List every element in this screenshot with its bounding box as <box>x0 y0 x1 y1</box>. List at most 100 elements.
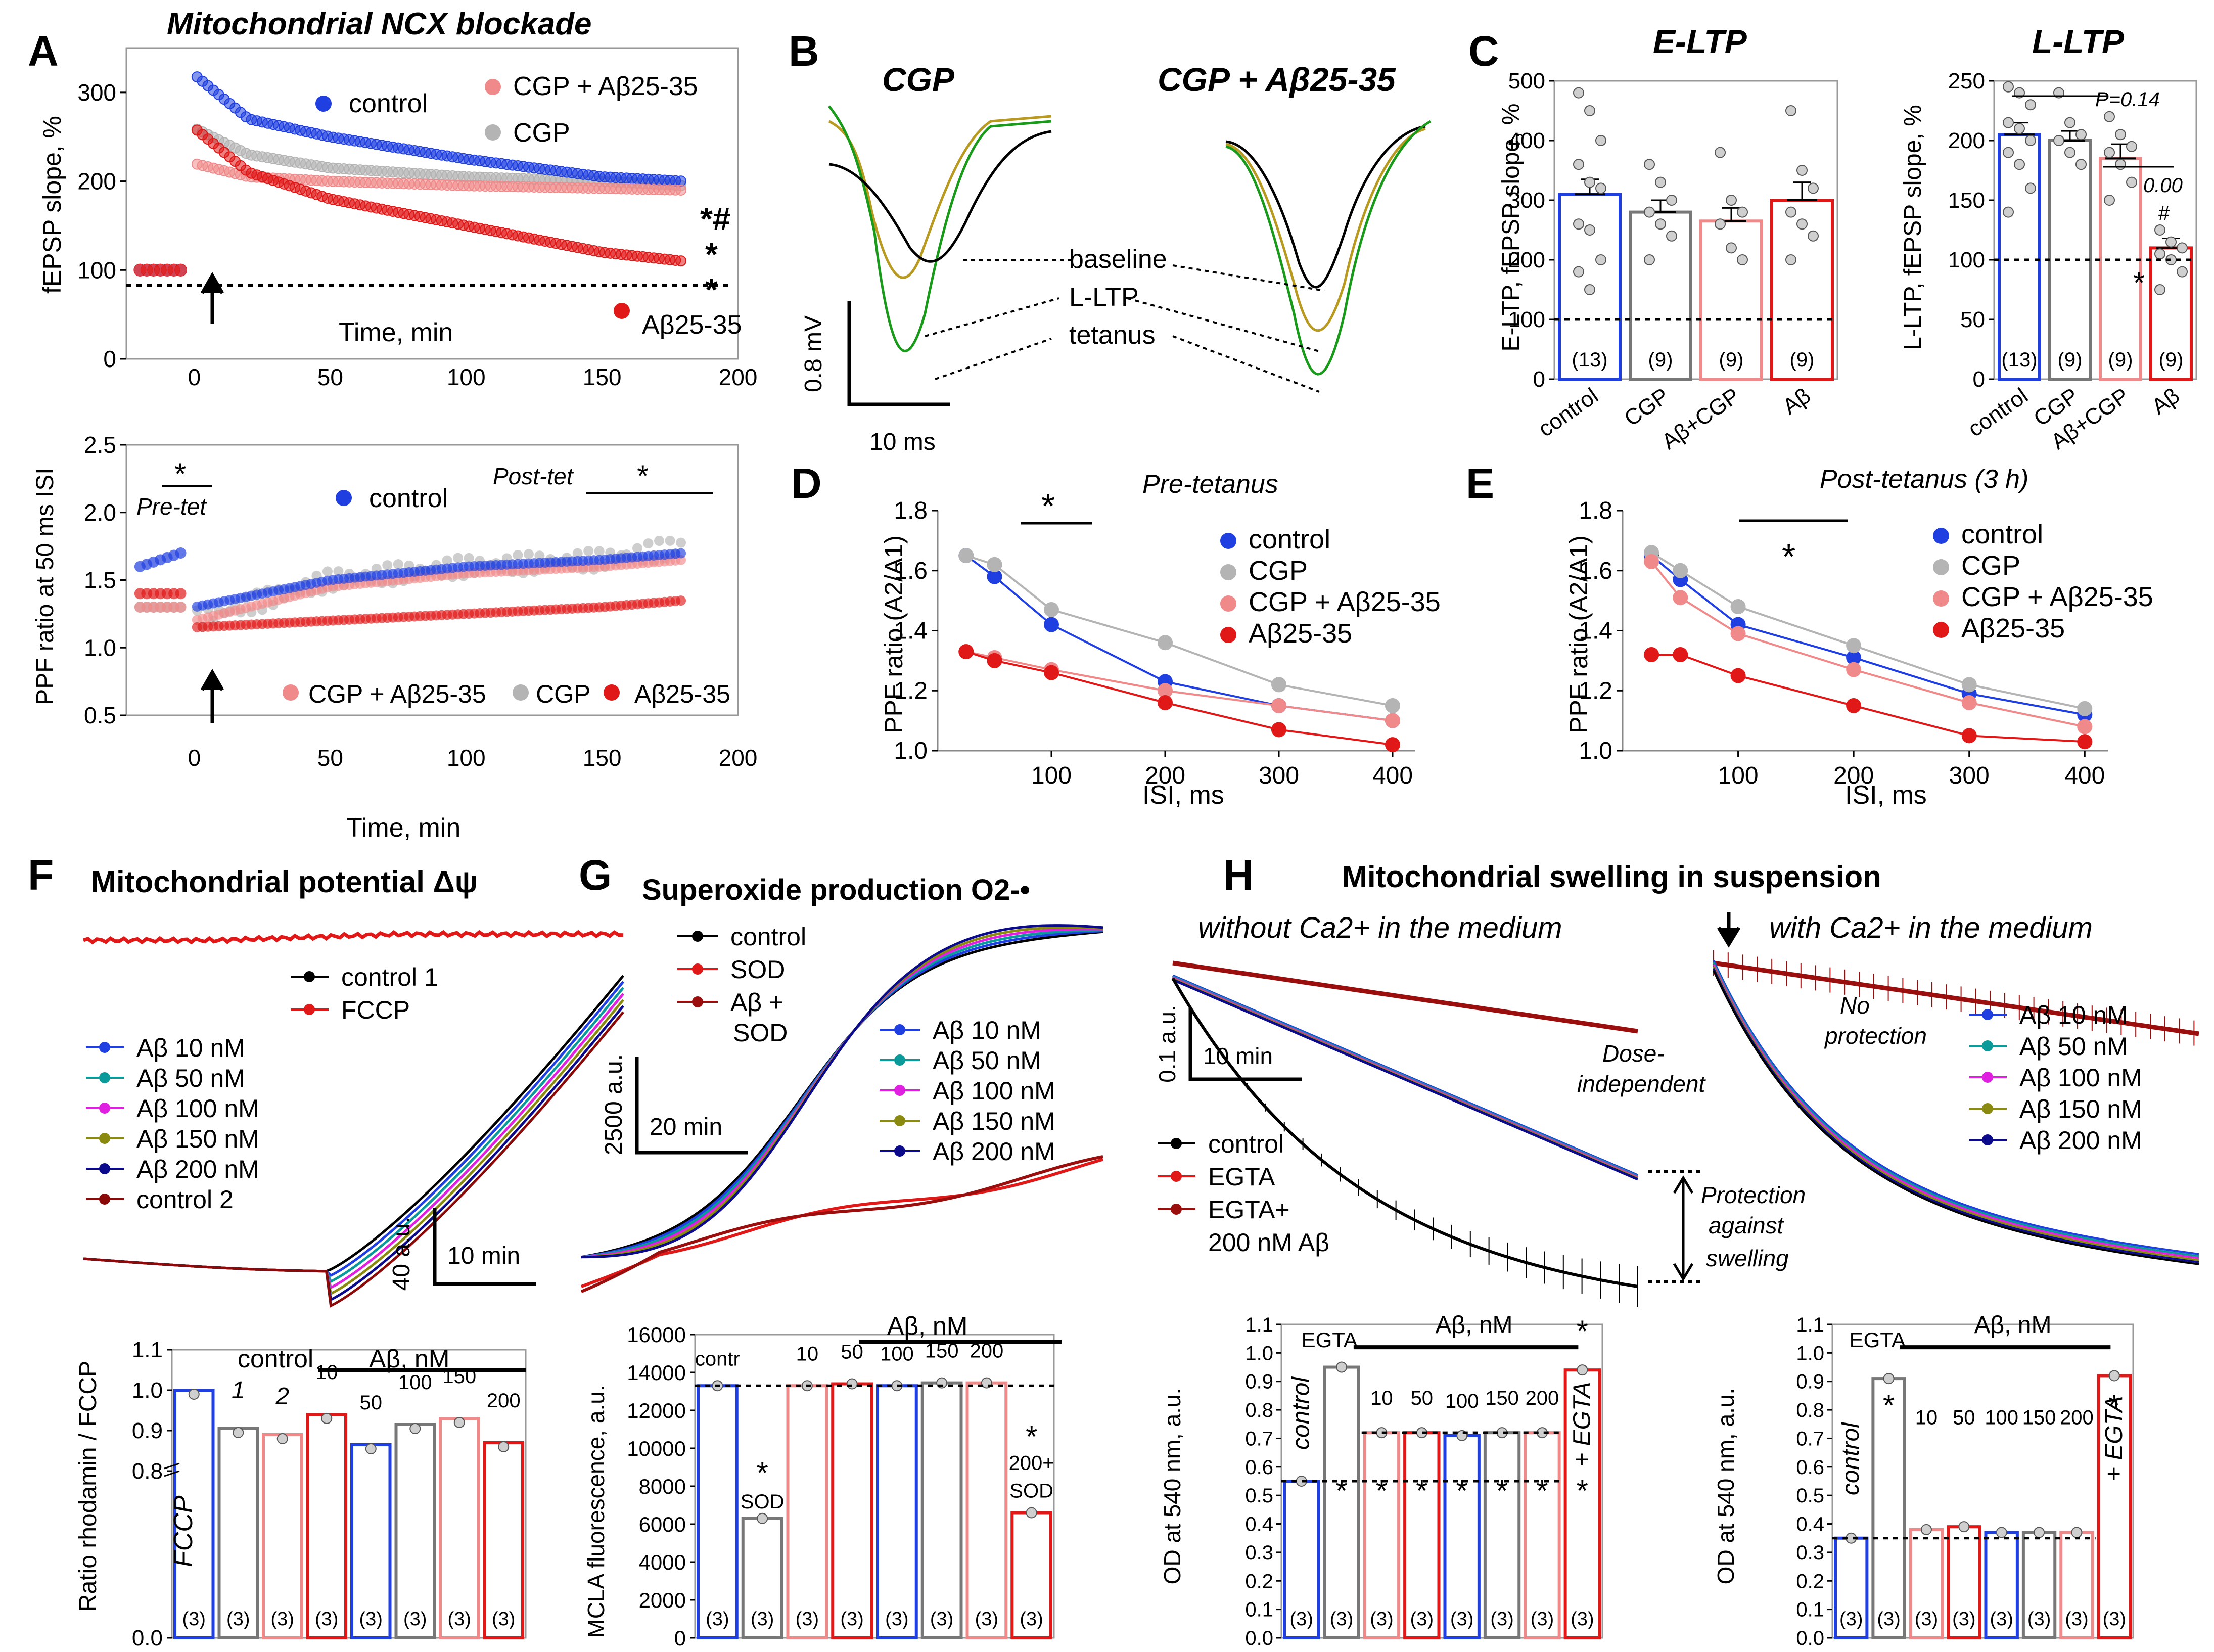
c-point <box>2064 117 2075 128</box>
c-category-label: control <box>1534 383 1602 442</box>
c-point <box>1785 254 1796 265</box>
h-bar <box>1947 1525 1981 1640</box>
g-bar-ytick-label: 6000 <box>639 1512 686 1536</box>
a-top-legend-cgpab: CGP + Aβ25-35 <box>513 72 698 101</box>
f-legend-marker <box>99 1072 110 1083</box>
f-bar-n: (3) <box>492 1609 515 1630</box>
g-trace <box>581 924 1103 1259</box>
b-tetanus-dash-right <box>1172 335 1320 393</box>
xtick-label: 400 <box>2064 762 2105 789</box>
f-scale-bar <box>433 1208 536 1286</box>
b-scale-bar <box>847 301 950 406</box>
a-bot-point <box>322 566 333 577</box>
c-point <box>1573 87 1584 99</box>
h-title: Mitochondrial swelling in suspension <box>1342 860 1881 894</box>
a-bot-xtick-label: 50 <box>317 745 343 771</box>
g-legend-label: SOD <box>730 955 785 984</box>
c-category-label: Aβ <box>2147 383 2184 419</box>
h-bar-label: 10 <box>1370 1387 1393 1409</box>
h-bar-point <box>2071 1527 2083 1538</box>
h-bar-star: * <box>1456 1474 1468 1507</box>
f-legend-label: Aβ 10 nM <box>136 1034 245 1062</box>
h-bar-chart-left: 0.0 0.1 0.2 0.3 0.4 0.5 0.6 0.7 0.8 0.9 1.0 1.1 (3) (… <box>1245 1312 1603 1649</box>
b-baseline-dash-right <box>1172 264 1325 292</box>
h-bar <box>1871 1377 1906 1639</box>
a-top-legend-control-marker <box>315 96 332 112</box>
g-legend-marker <box>692 931 703 942</box>
g-bar-ytick-label: 0 <box>674 1626 686 1650</box>
f-legend-marker <box>99 1042 110 1053</box>
h-bar-ytick-label: 0.3 <box>1245 1542 1273 1564</box>
g-bar-ytick-label: 2000 <box>639 1588 686 1612</box>
c-point <box>1715 218 1726 230</box>
h-left-ab-trace <box>1172 978 1638 1181</box>
series-point <box>1044 602 1059 617</box>
f-bar-ytick-label: 0.0 <box>132 1626 163 1650</box>
c-ytick-label: 100 <box>1508 307 1545 332</box>
a-top-point <box>174 263 188 277</box>
a-top-xtick-label: 100 <box>447 364 486 390</box>
c-point <box>1726 242 1737 254</box>
c-point <box>2104 147 2115 158</box>
h-bar-n: (3) <box>1952 1609 1975 1630</box>
h-dose-2: independent <box>1577 1071 1706 1097</box>
f-bar-point <box>365 1443 377 1454</box>
c-hash: # <box>2158 202 2170 224</box>
ytick-label: 1.4 <box>1579 618 1612 645</box>
a-bot-posttet: Post-tet <box>493 463 574 489</box>
a-bot-xlabel: Time, min <box>346 813 460 843</box>
a-top-point <box>675 185 687 196</box>
series-point <box>987 557 1002 572</box>
c-point <box>1595 254 1606 265</box>
series-point <box>1673 563 1688 578</box>
h-legend-marker <box>1982 1072 1993 1083</box>
legend-marker <box>1220 627 1236 643</box>
a-bot-yticks: 0.5 1.0 1.5 2.0 2.5 <box>84 432 126 728</box>
c-point <box>2025 135 2036 146</box>
h-egta-star: * <box>2108 1388 2120 1422</box>
f-bar-chart: 0.0 0.8 0.9 1.0 1.1 (3) (3) 1 (3) 2 (3) 10 (3) 50 (3) 1… <box>132 1338 527 1650</box>
f-bar-ytick-label: 1.0 <box>132 1378 163 1403</box>
h-protection-arrow <box>1673 1175 1694 1281</box>
e-ylabel: PPF ratio (A2/A1) <box>1564 535 1593 733</box>
panel-e-letter: E <box>1466 460 1494 507</box>
d-ylabel: PPF ratio (A2/A1) <box>880 535 908 733</box>
h-legend-marker <box>1171 1138 1182 1149</box>
h-right-ab-trace <box>1713 960 2199 1255</box>
legend-label: Aβ25-35 <box>1961 613 2065 644</box>
a-top-xtick-label: 150 <box>583 364 622 390</box>
h-bar-ytick-label: 0.0 <box>1245 1627 1273 1649</box>
c-point <box>2003 117 2014 128</box>
h-bar-n: (3) <box>2065 1609 2088 1630</box>
a-top-ytick-label: 300 <box>77 79 116 106</box>
h-legend-marker <box>1171 1171 1182 1182</box>
c-ytick-label: 400 <box>1508 128 1545 153</box>
h-legend-label: Aβ 150 nM <box>2019 1095 2142 1123</box>
a-bot-point <box>632 543 643 554</box>
h-bar-ytick-label: 0.0 <box>1796 1627 1824 1649</box>
series-point <box>987 569 1002 584</box>
a-bot-point <box>534 550 545 561</box>
h-bar-ytick-label: 0.8 <box>1245 1399 1273 1421</box>
h-bar-ytick-label: 0.1 <box>1245 1599 1273 1621</box>
c-eltp-ylabel: E-LTP, fEPSP slope, % <box>1498 104 1525 352</box>
c-n-label: (13) <box>1572 349 1607 371</box>
f-bar-ytick-label: 0.8 <box>132 1459 163 1484</box>
panel-b-title-right: CGP + Aβ25-35 <box>1158 61 1396 98</box>
f-legend-marker <box>304 1004 315 1015</box>
h-bar-ytick-label: 0.5 <box>1245 1485 1273 1507</box>
h-legend-label: EGTA <box>1208 1163 1275 1191</box>
h-bar <box>1909 1528 1944 1639</box>
c-point <box>1785 206 1796 218</box>
g-legend-label: Aβ + <box>730 988 783 1017</box>
xtick-label: 100 <box>1718 762 1759 789</box>
series-point <box>1961 695 1977 710</box>
f-fccp-trace <box>82 930 624 945</box>
f-bar-point <box>409 1423 421 1434</box>
h-bar <box>1524 1431 1561 1640</box>
g-bar-n: (3) <box>840 1609 863 1630</box>
a-top-star-3: * <box>705 271 718 308</box>
xtick-label: 300 <box>1949 762 1990 789</box>
h-right-ab-trace <box>1713 962 2199 1257</box>
c-point <box>2126 176 2137 188</box>
